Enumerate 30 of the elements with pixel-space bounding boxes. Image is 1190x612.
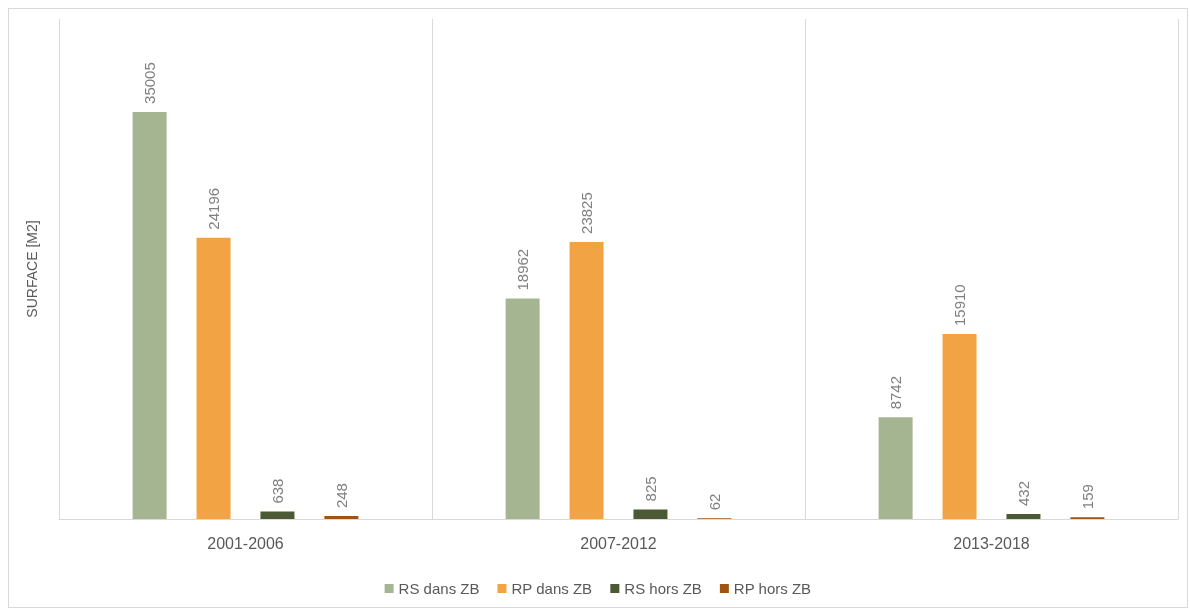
bar xyxy=(633,509,668,519)
bar xyxy=(196,237,231,519)
bar xyxy=(569,241,604,519)
x-tick-label: 2007-2012 xyxy=(580,534,657,552)
y-axis-title: SURFACE [M2] xyxy=(24,220,40,318)
bar xyxy=(942,334,977,519)
data-label: 248 xyxy=(332,483,350,509)
data-label: 35005 xyxy=(141,62,159,104)
data-label: 24196 xyxy=(205,187,223,230)
data-label: 432 xyxy=(1014,480,1032,506)
data-label: 18962 xyxy=(514,248,532,291)
data-label: 159 xyxy=(1078,484,1096,510)
data-label: 8742 xyxy=(887,375,905,410)
bar xyxy=(132,111,167,519)
bar xyxy=(1006,513,1041,519)
legend-label: RP dans ZB xyxy=(511,580,593,597)
data-label: 825 xyxy=(641,476,659,502)
legend-label: RS dans ZB xyxy=(398,580,480,597)
bar xyxy=(324,516,359,519)
legend-label: RS hors ZB xyxy=(624,580,702,597)
legend-label: RP hors ZB xyxy=(733,580,812,597)
data-label: 15910 xyxy=(951,284,969,326)
bar xyxy=(260,511,295,519)
data-label: 62 xyxy=(705,493,723,511)
x-tick-label: 2013-2018 xyxy=(953,534,1030,552)
bar xyxy=(878,417,913,519)
data-label: 23825 xyxy=(578,192,596,234)
bar xyxy=(505,298,540,519)
x-tick-label: 2001-2006 xyxy=(207,534,284,552)
data-label: 638 xyxy=(268,478,286,504)
